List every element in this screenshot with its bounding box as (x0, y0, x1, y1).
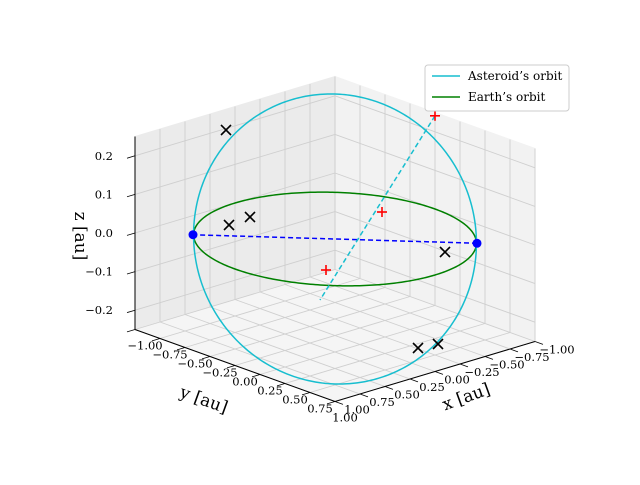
legend-label-asteroid: Asteroid’s orbit (467, 69, 562, 83)
x-tick (126, 329, 136, 333)
y-tick-label: 0.75 (369, 395, 395, 409)
node-line (192, 233, 478, 245)
black-x-marker (432, 338, 444, 350)
grid-lines (134, 76, 536, 402)
gridline-y-floor (309, 276, 511, 350)
x-tick-label: −0.75 (152, 348, 187, 362)
black-x-b (220, 124, 232, 136)
y-tick (359, 393, 369, 398)
gridline-z-back (334, 133, 536, 207)
x-tick (301, 392, 311, 396)
x-tick (251, 374, 261, 378)
y-tick-label: −0.25 (464, 365, 499, 379)
x-tick-label: −0.50 (177, 357, 212, 371)
y-tick-label: −1.00 (539, 343, 574, 357)
y-tick (384, 386, 394, 390)
gridline-y-floor (209, 306, 411, 380)
z-tick-label: 0.0 (95, 226, 113, 240)
black-x-b (439, 246, 451, 258)
projection-line (319, 115, 436, 301)
z-tick (126, 271, 136, 275)
z-tick (126, 309, 136, 313)
z-tick (126, 155, 136, 159)
gridline-z-left (134, 249, 336, 311)
legend-label-earth: Earth’s orbit (468, 90, 545, 104)
red-plus-marker (430, 110, 440, 121)
x-tick-label: −1.00 (127, 339, 162, 353)
x-tick-label: 0.75 (307, 402, 333, 416)
x-tick (276, 383, 286, 387)
black-x-marker (412, 342, 424, 354)
legend: Asteroid’s orbit Earth’s orbit (424, 64, 570, 112)
z-tick-label: −0.1 (85, 265, 113, 279)
gridline-z-left (134, 95, 336, 157)
y-tick-label: 1.00 (344, 403, 370, 417)
y-tick (459, 363, 469, 368)
node-point (472, 238, 482, 248)
black-x-marker (223, 219, 235, 231)
y-tick (534, 341, 544, 345)
gridline-z-back (334, 249, 536, 323)
black-x-b (244, 211, 256, 223)
x-tick-label: 0.50 (282, 393, 308, 407)
gridline-y-floor (184, 314, 386, 387)
gridline-y-floor (334, 269, 536, 342)
y-tick (509, 348, 519, 353)
x-tick (176, 347, 186, 351)
tick-marks (126, 136, 544, 405)
z-tick-label: 0.2 (95, 149, 113, 163)
y-tick (334, 401, 344, 405)
gridline-y-floor (284, 284, 486, 357)
gridline-z-left (134, 133, 336, 195)
y-tick-label: −0.50 (489, 358, 524, 372)
legend-box (424, 64, 570, 112)
gridline-z-back (334, 211, 536, 285)
x-tick-label: 0.00 (232, 375, 258, 389)
black-x-b (412, 342, 424, 354)
gridline-z-back (334, 95, 536, 169)
y-tick (484, 356, 494, 360)
red-plus-marker (321, 265, 331, 275)
gridline-z-left (134, 211, 336, 273)
gridline-y-floor (159, 321, 361, 395)
y-tick-label: 0.50 (394, 388, 420, 402)
x-tick (226, 365, 236, 369)
black-x-marker (244, 211, 256, 223)
y-tick-label: 0.25 (419, 380, 445, 394)
earth-orbit-line (192, 191, 478, 287)
x-tick (326, 401, 336, 405)
black-x-b (432, 338, 444, 350)
y-tick-label: 0.00 (444, 373, 470, 387)
black-x-marker (220, 124, 232, 136)
y-axis-label: y [au] (176, 382, 230, 418)
z-axis-label: z [au] (70, 212, 90, 261)
tick-labels: −1.00−0.75−0.50−0.250.000.250.500.751.00… (85, 149, 575, 425)
x-tick (151, 338, 161, 342)
y-tick-label: −0.75 (514, 350, 549, 364)
z-tick-label: 0.1 (95, 187, 113, 201)
y-tick (434, 371, 444, 375)
gridline-y-floor (234, 299, 436, 372)
z-tick (126, 232, 136, 236)
y-tick (409, 378, 419, 383)
x-tick-label: 1.00 (332, 411, 358, 425)
red-plus-marker (377, 207, 387, 217)
x-tick-label: 0.25 (257, 384, 283, 398)
x-tick (201, 356, 211, 360)
z-tick (126, 194, 136, 198)
node-point (188, 230, 198, 240)
black-x-marker (439, 246, 451, 258)
markers-group (188, 110, 482, 354)
z-tick-label: −0.2 (85, 303, 113, 317)
black-x-b (223, 219, 235, 231)
x-tick-label: −0.25 (202, 366, 237, 380)
